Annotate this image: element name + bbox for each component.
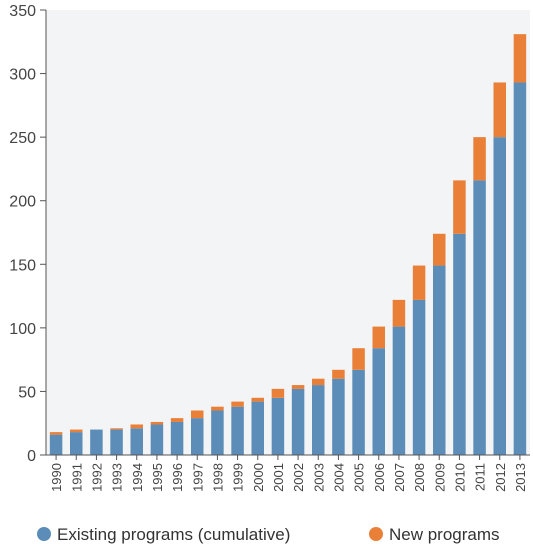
y-tick-label: 100 [9, 321, 36, 338]
x-tick-label: 2006 [372, 463, 387, 492]
bar-new-programs [190, 410, 204, 419]
legend-label-existing: Existing programs (cumulative) [57, 525, 290, 544]
bar-new-programs [412, 265, 426, 300]
y-tick-label: 250 [9, 130, 36, 147]
bar-existing-programs [69, 432, 83, 455]
bar-existing-programs [311, 385, 325, 455]
bar-existing-programs [130, 428, 144, 455]
bars [49, 34, 527, 455]
x-tick-label: 1996 [170, 463, 185, 492]
bar-existing-programs [432, 265, 446, 455]
bar-existing-programs [493, 137, 507, 455]
bar-new-programs [251, 397, 265, 402]
bar-existing-programs [412, 299, 426, 455]
bar-new-programs [130, 424, 144, 429]
bar-new-programs [69, 429, 83, 433]
x-tick-label: 1997 [190, 463, 205, 492]
bar-existing-programs [90, 429, 103, 455]
bar-existing-programs [352, 369, 365, 455]
bar-new-programs [110, 428, 123, 430]
bar-existing-programs [332, 378, 345, 455]
legend-marker-new [369, 527, 383, 541]
bar-existing-programs [190, 418, 204, 455]
bar-new-programs [493, 82, 507, 138]
bar-new-programs [150, 421, 164, 425]
bar-new-programs [352, 348, 365, 370]
bar-existing-programs [372, 348, 386, 455]
bar-new-programs [271, 388, 285, 398]
bar-existing-programs [291, 388, 305, 455]
bar-existing-programs [49, 434, 63, 455]
x-tick-label: 2008 [412, 463, 427, 492]
bar-existing-programs [150, 424, 164, 455]
x-tick-label: 1998 [210, 463, 225, 492]
y-tick-label: 350 [9, 3, 36, 20]
bar-new-programs [432, 233, 446, 266]
x-tick-label: 1993 [110, 463, 125, 492]
bar-new-programs [513, 34, 527, 83]
x-tick-label: 2011 [473, 463, 488, 491]
x-tick-label: 1992 [89, 463, 104, 492]
x-tick-label: 2005 [352, 463, 367, 492]
x-tick-label: 2009 [432, 463, 447, 492]
bar-existing-programs [473, 180, 486, 455]
x-tick-label: 2007 [392, 463, 407, 492]
legend-marker-existing [37, 527, 51, 541]
plot-background [46, 10, 530, 455]
bar-new-programs [392, 299, 406, 327]
bar-existing-programs [513, 82, 527, 455]
bar-existing-programs [231, 406, 244, 455]
bar-existing-programs [271, 397, 285, 455]
bar-new-programs [311, 378, 325, 386]
x-tick-label: 1995 [150, 463, 165, 492]
x-tick-label: 2002 [291, 463, 306, 492]
x-tick-label: 1994 [130, 463, 145, 492]
x-tick-label: 2000 [251, 463, 266, 492]
x-tick-label: 2013 [513, 463, 528, 492]
bar-new-programs [231, 401, 244, 407]
x-tick-label: 2001 [271, 463, 286, 492]
bar-new-programs [372, 326, 386, 349]
bar-new-programs [49, 432, 63, 435]
bar-new-programs [291, 385, 305, 389]
bar-new-programs [453, 180, 466, 234]
x-tick-label: 2003 [311, 463, 326, 492]
bar-new-programs [170, 418, 184, 422]
legend: Existing programs (cumulative) New progra… [37, 525, 500, 544]
y-axis: 0 50 100 150 200 250 300 350 [9, 3, 46, 465]
bar-existing-programs [170, 421, 184, 455]
bar-existing-programs [392, 326, 406, 455]
x-tick-label: 1990 [49, 463, 64, 492]
y-tick-label: 150 [9, 257, 36, 274]
x-tick-label: 2010 [452, 463, 467, 492]
bar-new-programs [211, 406, 224, 411]
bar-existing-programs [453, 233, 466, 455]
bar-new-programs [473, 137, 486, 181]
y-tick-label: 50 [18, 384, 36, 401]
bar-existing-programs [251, 401, 265, 455]
bar-existing-programs [110, 429, 123, 455]
x-tick-label: 2012 [493, 463, 508, 492]
x-axis: 1990 1991 1992 1993 1994 1995 1996 1997 1998 1999… [49, 455, 528, 492]
y-tick-label: 200 [9, 194, 36, 211]
bar-new-programs [332, 369, 345, 379]
x-tick-label: 2004 [331, 463, 346, 492]
x-tick-label: 1991 [69, 463, 84, 492]
x-tick-label: 1999 [231, 463, 246, 492]
bar-existing-programs [211, 410, 224, 455]
y-tick-label: 0 [27, 448, 36, 465]
legend-label-new: New programs [389, 525, 500, 544]
y-tick-label: 300 [9, 67, 36, 84]
